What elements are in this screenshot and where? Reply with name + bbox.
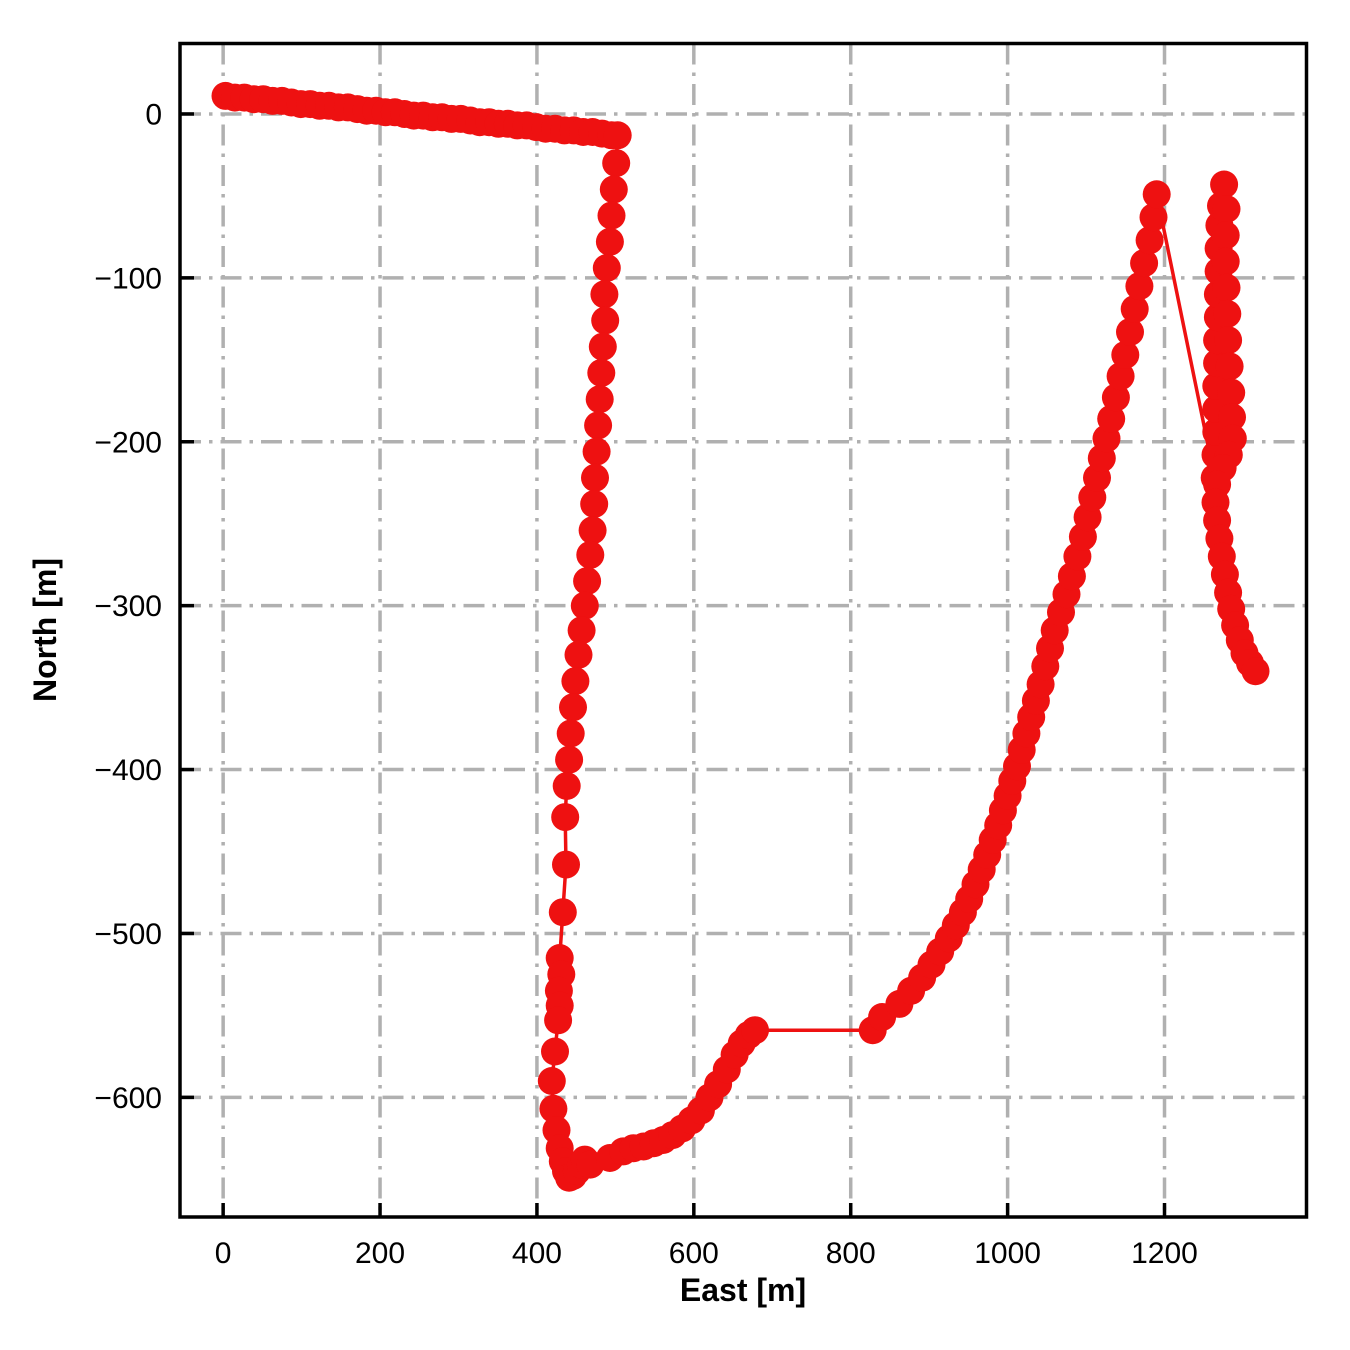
trajectory-point xyxy=(1210,170,1239,199)
trajectory-point xyxy=(1120,295,1149,323)
trajectory-point xyxy=(591,306,620,335)
y-axis-label: North [m] xyxy=(27,558,63,702)
x-tick-label: 200 xyxy=(355,1237,405,1270)
trajectory-point xyxy=(578,516,607,545)
trajectory-point xyxy=(1101,383,1130,412)
trajectory-point xyxy=(1215,352,1244,381)
x-tick-label: 0 xyxy=(215,1237,232,1270)
trajectory-point xyxy=(548,898,577,927)
trajectory-point xyxy=(1212,195,1241,223)
x-tick-label: 400 xyxy=(512,1237,562,1270)
trajectory-point xyxy=(602,149,631,178)
trajectory-point xyxy=(576,540,605,569)
y-tick-label: −500 xyxy=(94,918,162,951)
trajectory-point xyxy=(1106,362,1135,391)
trajectory-point xyxy=(1214,326,1243,355)
trajectory-point xyxy=(581,463,609,492)
data-layer xyxy=(211,81,1270,1192)
plot-border xyxy=(178,41,1309,1219)
trajectory-point xyxy=(564,640,593,669)
trajectory-point xyxy=(1212,273,1241,302)
trajectory-point xyxy=(1097,404,1126,433)
trajectory-point xyxy=(588,332,617,361)
trajectory-point xyxy=(559,693,587,722)
trajectory-point xyxy=(1211,247,1240,276)
axis-tick-labels: 0 200 400 600 800 1000 1200 0 −100 −200 −300 −400 −5… xyxy=(94,98,1197,1270)
trajectory-point xyxy=(541,1037,569,1066)
trajectory-point xyxy=(544,1006,573,1035)
trajectory-point xyxy=(597,201,626,230)
trajectory-point xyxy=(1218,403,1246,432)
trajectory-point xyxy=(587,358,616,387)
trajectory-point xyxy=(580,490,609,518)
trajectory-point xyxy=(1130,249,1159,278)
trajectory-point xyxy=(1111,340,1140,369)
x-tick-label: 1000 xyxy=(974,1237,1041,1270)
trajectory-point xyxy=(573,567,602,596)
x-tick-label: 800 xyxy=(826,1237,876,1270)
x-tick-label: 600 xyxy=(669,1237,719,1270)
trajectory-point xyxy=(582,437,611,466)
y-tick-label: −400 xyxy=(94,754,162,787)
trajectory-point xyxy=(537,1067,566,1095)
trajectory-point xyxy=(1213,299,1242,328)
trajectory-point xyxy=(741,1016,769,1045)
x-axis-label: East [m] xyxy=(680,1272,806,1308)
trajectory-point xyxy=(584,411,613,440)
trajectory-point xyxy=(555,745,584,774)
y-tick-label: −300 xyxy=(94,590,162,623)
trajectory-point xyxy=(603,121,632,150)
trajectory-point xyxy=(1142,180,1171,209)
trajectory-point xyxy=(539,1094,568,1123)
trajectory-point xyxy=(599,175,628,204)
y-tick-label: 0 xyxy=(145,98,162,131)
axes-spines xyxy=(178,41,1309,1219)
trajectory-point xyxy=(592,254,621,282)
trajectory-point xyxy=(590,280,619,309)
trajectory-point xyxy=(1211,221,1240,250)
trajectory-point xyxy=(556,719,585,748)
trajectory-point xyxy=(561,667,590,696)
trajectory-point xyxy=(570,591,599,620)
trajectory-point xyxy=(595,227,624,256)
trajectory-point xyxy=(551,803,580,832)
y-tick-label: −100 xyxy=(94,262,162,295)
x-tick-label: 1200 xyxy=(1131,1237,1198,1270)
trajectory-point xyxy=(1135,226,1164,255)
trajectory-point xyxy=(1116,318,1144,346)
axis-ticks xyxy=(180,112,1167,1217)
trajectory-point xyxy=(1139,203,1168,232)
trajectory-point xyxy=(585,385,614,414)
trajectory-point xyxy=(552,850,580,879)
y-tick-label: −200 xyxy=(94,426,162,459)
y-tick-label: −600 xyxy=(94,1082,162,1115)
trajectory-point xyxy=(1241,657,1270,686)
trajectory-point xyxy=(1125,272,1154,301)
trajectory-point xyxy=(567,616,596,645)
trajectory-point xyxy=(552,772,581,800)
trajectory-point xyxy=(1217,378,1246,407)
